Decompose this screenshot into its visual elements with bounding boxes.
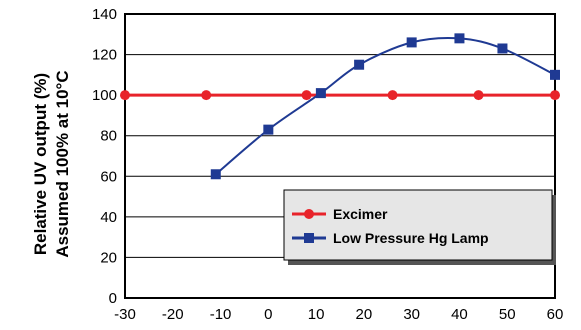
plot-frame: [124, 13, 556, 299]
y-tick-label: 0: [109, 290, 117, 307]
y-axis-ticks: 0 20 40 60 80 100 120 140: [92, 6, 117, 307]
data-point-hg-lamp: [406, 37, 417, 48]
y-axis-label-line1: Relative UV output (%): [31, 73, 50, 255]
x-tick-label: 30: [403, 306, 420, 323]
x-tick-label: -10: [210, 306, 232, 323]
x-tick-label: -30: [114, 306, 136, 323]
y-tick-label: 60: [100, 168, 117, 185]
x-tick-label: 10: [308, 306, 325, 323]
data-point-hg-lamp: [454, 33, 465, 44]
x-tick-label: 20: [356, 306, 373, 323]
legend-marker-hg: [304, 233, 314, 243]
data-point-excimer: [120, 90, 130, 101]
data-point-hg-lamp: [497, 43, 508, 54]
y-tick-label: 100: [92, 87, 117, 104]
x-axis-ticks: -30 -20 -10 0 10 20 30 40 50 60: [114, 306, 563, 323]
y-tick-label: 20: [100, 249, 117, 266]
y-tick-label: 140: [92, 6, 117, 23]
legend-marker-excimer: [304, 209, 314, 219]
data-point-excimer: [550, 90, 560, 101]
y-tick-label: 120: [92, 47, 117, 64]
data-point-hg-lamp: [550, 69, 560, 80]
y-axis-label-line2: Assumed 100% at 10°C: [53, 70, 72, 257]
y-tick-label: 40: [100, 209, 117, 226]
series-layer: [120, 33, 560, 180]
x-tick-label: 60: [547, 306, 564, 323]
x-tick-label: 0: [264, 306, 272, 323]
legend-label-hg: Low Pressure Hg Lamp: [333, 230, 489, 246]
data-point-hg-lamp: [263, 124, 274, 135]
data-point-excimer: [201, 90, 212, 101]
data-point-hg-lamp: [210, 169, 221, 180]
data-point-excimer: [473, 90, 484, 101]
data-point-excimer: [387, 90, 398, 101]
x-tick-label: 40: [451, 306, 468, 323]
y-tick-label: 80: [100, 128, 117, 145]
x-tick-label: 50: [499, 306, 516, 323]
data-point-excimer: [301, 90, 312, 101]
x-tick-label: -20: [162, 306, 184, 323]
legend-label-excimer: Excimer: [333, 206, 388, 222]
data-point-hg-lamp: [315, 88, 326, 99]
data-point-hg-lamp: [354, 59, 365, 70]
series-line-hg-lamp: [215, 36, 556, 176]
legend: Excimer Low Pressure Hg Lamp: [283, 189, 556, 265]
